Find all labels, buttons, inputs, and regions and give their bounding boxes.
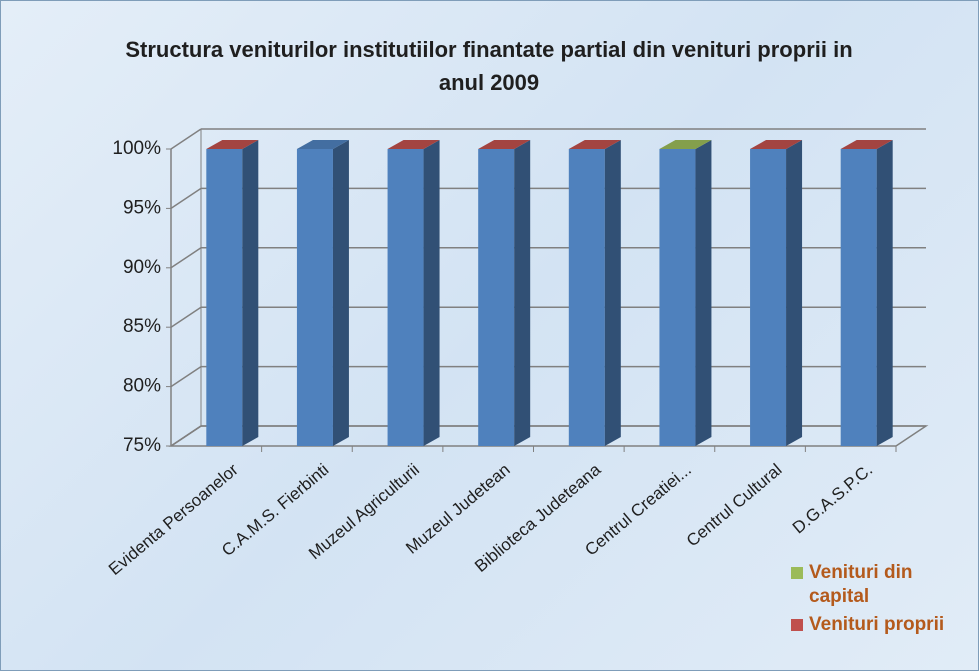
bar-top bbox=[206, 140, 259, 149]
bar-top bbox=[296, 140, 349, 149]
bar-top bbox=[387, 140, 440, 149]
y-tick-label: 100% bbox=[112, 138, 161, 159]
y-tick-label: 85% bbox=[123, 316, 161, 337]
bar-segment bbox=[568, 149, 605, 446]
grid-line-side bbox=[170, 128, 202, 150]
bar-top bbox=[478, 140, 531, 149]
floor bbox=[168, 425, 929, 447]
y-tick-label: 95% bbox=[123, 197, 161, 218]
bar-top bbox=[840, 140, 893, 149]
grid-line-side bbox=[170, 425, 202, 447]
bar-side bbox=[242, 140, 259, 446]
bar-side bbox=[695, 140, 712, 446]
bar-top bbox=[659, 140, 712, 149]
bar-side bbox=[604, 140, 621, 446]
bar-side bbox=[332, 140, 349, 446]
y-tick-label: 75% bbox=[123, 435, 161, 456]
grid-line-side bbox=[170, 247, 202, 269]
grid-line-side bbox=[170, 365, 202, 388]
bar-segment bbox=[750, 149, 787, 446]
legend-item: Venituri proprii bbox=[791, 613, 971, 637]
bar-segment bbox=[478, 149, 515, 446]
bar-segment bbox=[659, 149, 696, 446]
legend-swatch bbox=[791, 567, 803, 579]
bar-top bbox=[568, 140, 621, 149]
legend-swatch bbox=[791, 619, 803, 631]
bar-side bbox=[514, 140, 531, 446]
legend-label: Venituri din capital bbox=[809, 562, 913, 607]
y-tick-label: 80% bbox=[123, 376, 161, 397]
chart-title: Structura veniturilor institutiilor fina… bbox=[125, 37, 852, 95]
bar-side bbox=[423, 140, 440, 446]
legend-label: Venituri proprii bbox=[809, 614, 945, 635]
x-tick-label: D.G.A.S.P.C. bbox=[789, 460, 876, 538]
bar-segment bbox=[206, 149, 243, 446]
y-tick-label: 90% bbox=[123, 257, 161, 278]
bar-side bbox=[876, 140, 893, 446]
bar-segment bbox=[296, 149, 333, 446]
bar-segment bbox=[840, 149, 877, 446]
x-tick-label: Evidenta Persoanelor bbox=[105, 460, 242, 579]
x-tick-label: Centrul Cultural bbox=[683, 460, 786, 550]
legend-item: Venituri din capital bbox=[791, 561, 971, 609]
bar-segment bbox=[387, 149, 424, 446]
bar-side bbox=[786, 140, 803, 446]
grid-line-side bbox=[170, 187, 202, 210]
grid-line-side bbox=[170, 306, 202, 328]
bar-top bbox=[750, 140, 803, 149]
